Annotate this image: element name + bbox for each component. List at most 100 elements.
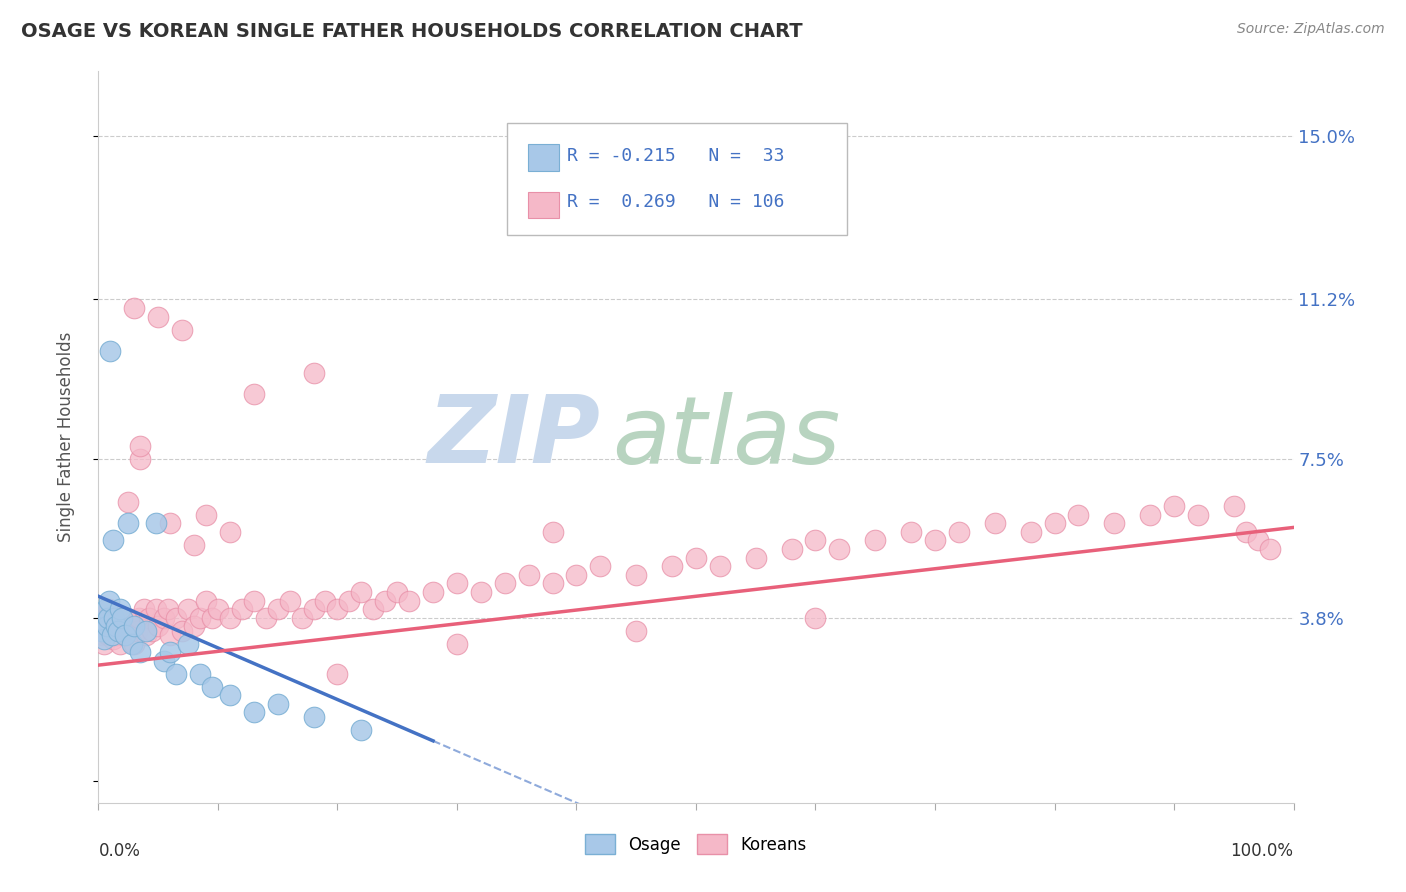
Point bbox=[91, 619, 114, 633]
Point bbox=[231, 602, 253, 616]
Point bbox=[804, 611, 827, 625]
Point bbox=[101, 632, 124, 647]
Point bbox=[267, 697, 290, 711]
Point bbox=[91, 624, 114, 638]
Point bbox=[219, 524, 242, 539]
Point bbox=[165, 611, 187, 625]
Point bbox=[183, 538, 205, 552]
Point bbox=[100, 624, 122, 638]
Point bbox=[101, 533, 124, 548]
Point bbox=[745, 550, 768, 565]
Point bbox=[1019, 524, 1042, 539]
Point bbox=[446, 637, 468, 651]
Point bbox=[105, 619, 128, 633]
Point bbox=[278, 593, 301, 607]
Point bbox=[1223, 499, 1246, 513]
Point bbox=[97, 611, 120, 625]
Point bbox=[626, 624, 648, 638]
Text: 100.0%: 100.0% bbox=[1230, 842, 1294, 860]
Point bbox=[121, 615, 143, 629]
Point bbox=[98, 344, 122, 359]
Point bbox=[117, 516, 139, 530]
Point bbox=[363, 602, 385, 616]
Point bbox=[107, 619, 129, 633]
Point bbox=[91, 615, 114, 629]
Point bbox=[517, 567, 540, 582]
Point bbox=[135, 624, 157, 638]
Text: OSAGE VS KOREAN SINGLE FATHER HOUSEHOLDS CORRELATION CHART: OSAGE VS KOREAN SINGLE FATHER HOUSEHOLDS… bbox=[21, 22, 803, 41]
Point bbox=[948, 524, 970, 539]
Point bbox=[195, 593, 218, 607]
Point bbox=[984, 516, 1007, 530]
Point bbox=[94, 611, 117, 625]
Point bbox=[145, 602, 167, 616]
Point bbox=[153, 654, 176, 668]
Point bbox=[108, 637, 131, 651]
Point bbox=[159, 516, 181, 530]
Point bbox=[111, 611, 134, 625]
Point bbox=[350, 723, 373, 737]
Point bbox=[98, 602, 121, 616]
Point bbox=[132, 602, 155, 616]
Point bbox=[1187, 508, 1209, 522]
Point bbox=[128, 611, 150, 625]
Point bbox=[103, 615, 125, 629]
Point bbox=[118, 624, 141, 638]
Point bbox=[315, 593, 337, 607]
Point bbox=[626, 567, 648, 582]
Point bbox=[201, 611, 224, 625]
Text: Source: ZipAtlas.com: Source: ZipAtlas.com bbox=[1237, 22, 1385, 37]
Point bbox=[243, 706, 266, 720]
Point bbox=[494, 576, 516, 591]
Point bbox=[121, 637, 143, 651]
Point bbox=[374, 593, 396, 607]
Point bbox=[103, 611, 125, 625]
Text: ZIP: ZIP bbox=[427, 391, 600, 483]
Point bbox=[267, 602, 290, 616]
Point bbox=[302, 602, 325, 616]
Point bbox=[153, 611, 176, 625]
Point bbox=[188, 611, 211, 625]
Point bbox=[865, 533, 887, 548]
Point bbox=[125, 624, 148, 638]
Point bbox=[188, 666, 211, 681]
Text: 0.0%: 0.0% bbox=[98, 842, 141, 860]
Point bbox=[219, 688, 242, 702]
Point bbox=[177, 602, 200, 616]
Point bbox=[107, 624, 129, 638]
Point bbox=[172, 624, 194, 638]
Point bbox=[1163, 499, 1185, 513]
Point bbox=[350, 585, 373, 599]
Point bbox=[98, 615, 122, 629]
Point bbox=[1247, 533, 1270, 548]
Point bbox=[565, 567, 588, 582]
Point bbox=[207, 602, 229, 616]
Point bbox=[243, 593, 266, 607]
Point bbox=[96, 619, 118, 633]
Point bbox=[159, 628, 181, 642]
Point bbox=[148, 310, 170, 324]
Point bbox=[98, 593, 121, 607]
Point bbox=[1258, 541, 1281, 556]
Point bbox=[108, 602, 131, 616]
Point bbox=[114, 628, 136, 642]
Text: atlas: atlas bbox=[613, 392, 841, 483]
Point bbox=[243, 387, 266, 401]
Point bbox=[326, 602, 349, 616]
Point bbox=[709, 559, 731, 574]
Point bbox=[291, 611, 314, 625]
Point bbox=[124, 619, 146, 633]
Point bbox=[159, 645, 181, 659]
Point bbox=[91, 628, 114, 642]
Point bbox=[165, 666, 187, 681]
Point bbox=[115, 611, 138, 625]
Point bbox=[177, 637, 200, 651]
Point bbox=[398, 593, 420, 607]
Point bbox=[828, 541, 851, 556]
Point bbox=[1234, 524, 1257, 539]
Point bbox=[124, 637, 146, 651]
Point bbox=[195, 508, 218, 522]
Point bbox=[129, 439, 152, 453]
Point bbox=[219, 611, 242, 625]
Point bbox=[111, 619, 134, 633]
